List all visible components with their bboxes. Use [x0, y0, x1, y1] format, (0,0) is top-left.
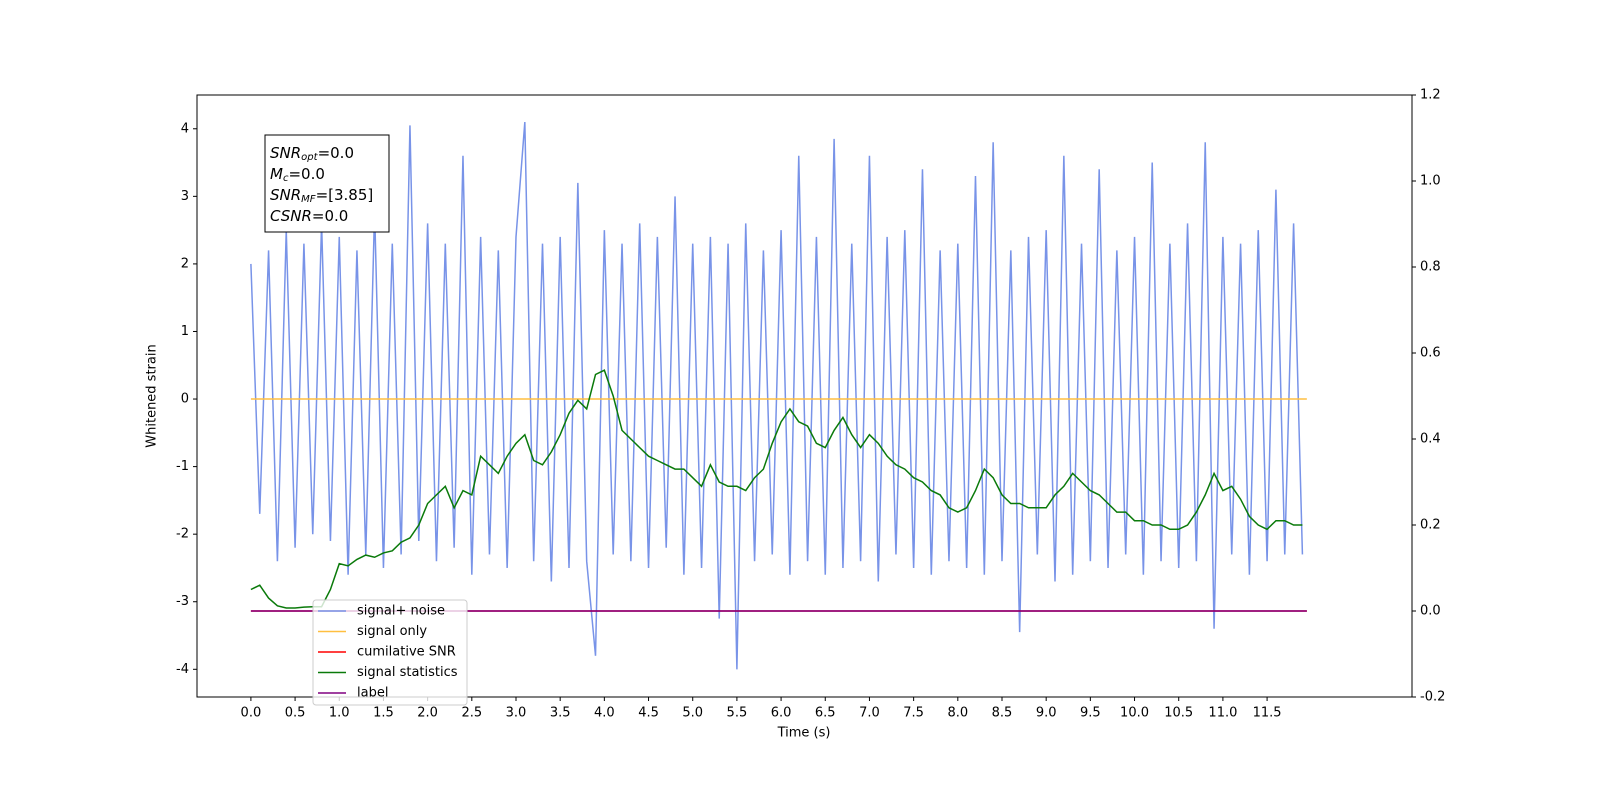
y-tick-label: 1: [181, 324, 189, 339]
x-tick-label: 6.0: [771, 706, 792, 721]
x-tick-label: 8.0: [947, 706, 968, 721]
y-tick-label: -2: [176, 527, 189, 542]
x-tick-label: 9.5: [1080, 706, 1101, 721]
annotation-text: =0.0: [312, 207, 348, 225]
annotation-symbol: SNR: [270, 186, 301, 204]
legend-box: [312, 599, 468, 706]
annotation-line: CSNR=0.0: [270, 207, 348, 225]
annotation-text: =0.0: [288, 165, 324, 183]
y-tick-label: 3: [181, 189, 189, 204]
legend-label: cumilative SNR: [357, 645, 456, 660]
annotation-subscript: MF: [301, 194, 316, 205]
x-tick-label: 10.5: [1164, 706, 1193, 721]
annotation-box: [264, 134, 390, 233]
x-tick-label: 9.0: [1036, 706, 1057, 721]
annotation-line: Mc=0.0: [270, 165, 325, 185]
x-axis-label: Time (s): [777, 726, 831, 741]
x-tick-label: 5.5: [727, 706, 748, 721]
y-tick-label: 0: [181, 392, 189, 407]
annotation-text: =[3.85]: [316, 186, 374, 204]
y-tick-label: -4: [176, 662, 189, 677]
x-tick-label: 8.5: [992, 706, 1013, 721]
y2-tick-label: 1.2: [1420, 88, 1441, 103]
y2-tick-label: -0.2: [1420, 690, 1445, 705]
x-tick-label: 5.0: [682, 706, 703, 721]
annotation-text: =0.0: [318, 144, 354, 162]
x-tick-label: 7.5: [903, 706, 924, 721]
x-tick-label: 2.0: [417, 706, 438, 721]
annotation-subscript: opt: [301, 152, 318, 163]
plot-frame: [196, 94, 1413, 698]
x-tick-label: 1.5: [373, 706, 394, 721]
y2-tick-label: 0.6: [1420, 346, 1441, 361]
y2-tick-label: 1.0: [1420, 174, 1441, 189]
legend-label: signal+ noise: [357, 604, 445, 619]
x-tick-label: 4.5: [638, 706, 659, 721]
legend-label: label: [357, 686, 388, 701]
y-tick-label: 4: [181, 121, 189, 136]
x-tick-label: 11.5: [1253, 706, 1282, 721]
annotation-symbol: CSNR: [270, 207, 312, 225]
legend-label: signal statistics: [357, 665, 458, 680]
legend: signal+ noise signal only cumilative SNR si…: [312, 599, 468, 706]
x-tick-label: 0.5: [285, 706, 306, 721]
x-tick-label: 10.0: [1120, 706, 1149, 721]
y2-tick-label: 0.0: [1420, 604, 1441, 619]
y-tick-label: 2: [181, 256, 189, 271]
annotation-symbol: M: [270, 165, 283, 183]
series-line: [250, 369, 1303, 609]
y-tick-label: -3: [176, 594, 189, 609]
y-axis-label: Whitened strain: [145, 344, 160, 447]
x-tick-label: 7.0: [859, 706, 880, 721]
annotation-symbol: SNR: [270, 144, 301, 162]
x-tick-label: 3.0: [506, 706, 527, 721]
y-tick-label: -1: [176, 459, 189, 474]
x-tick-label: 1.0: [329, 706, 350, 721]
y2-tick-label: 0.4: [1420, 432, 1441, 447]
x-tick-label: 3.5: [550, 706, 571, 721]
annotation-line: SNRMF=[3.85]: [270, 186, 373, 206]
annotation-subscript: c: [283, 173, 289, 184]
x-tick-label: 4.0: [594, 706, 615, 721]
annotation-line: SNRopt=0.0: [270, 144, 354, 164]
y2-tick-label: 0.8: [1420, 260, 1441, 275]
x-tick-label: 0.0: [241, 706, 262, 721]
x-tick-label: 2.5: [461, 706, 482, 721]
y2-tick-label: 0.2: [1420, 518, 1441, 533]
x-tick-label: 11.0: [1208, 706, 1237, 721]
x-tick-label: 6.5: [815, 706, 836, 721]
legend-label: signal only: [357, 624, 427, 639]
series-line: [250, 121, 1304, 670]
